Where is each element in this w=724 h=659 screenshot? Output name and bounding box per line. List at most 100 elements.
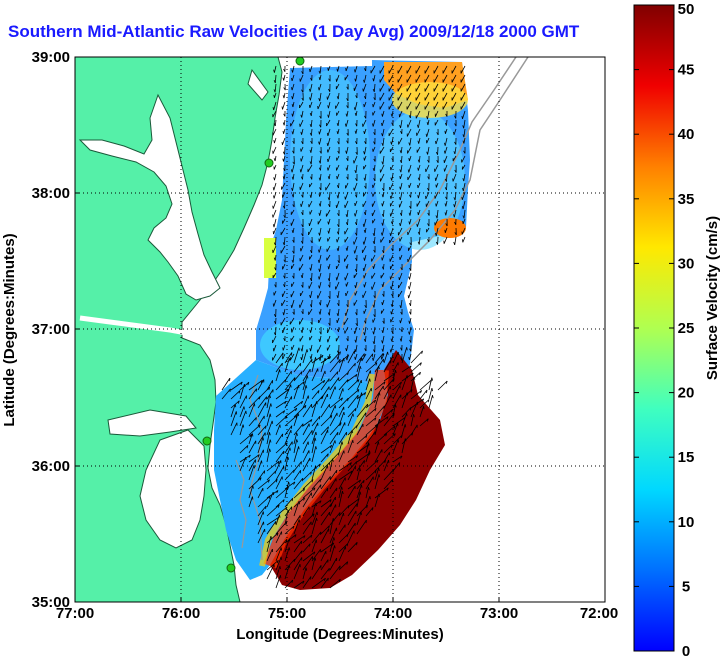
velocity-vector (406, 101, 412, 110)
velocity-vector-head (431, 388, 433, 392)
velocity-vector-head (390, 311, 392, 315)
velocity-vector (383, 263, 385, 270)
velocity-vector-head (297, 413, 300, 417)
velocity-vector (407, 227, 412, 236)
velocity-vector (257, 470, 266, 481)
velocity-vector-head (282, 158, 284, 162)
velocity-vector (284, 497, 294, 508)
velocity-vector-head (427, 159, 430, 163)
velocity-vector (329, 557, 338, 571)
velocity-vector-head (444, 142, 446, 146)
velocity-vector-head (257, 454, 260, 458)
velocity-vector (338, 462, 352, 472)
velocity-vector-head (395, 369, 397, 374)
velocity-vector-head (400, 130, 403, 134)
velocity-vector (302, 457, 311, 472)
velocity-vector (347, 363, 356, 373)
velocity-vector (347, 530, 355, 544)
velocity-vector-head (229, 388, 231, 392)
velocity-vector (397, 92, 403, 101)
velocity-vector-head (346, 86, 349, 90)
velocity-vector (409, 317, 412, 324)
velocity-vector-head (345, 214, 348, 218)
velocity-vector-head (353, 330, 356, 334)
velocity-vector-head (408, 157, 410, 162)
velocity-vector (275, 326, 277, 336)
velocity-vector (257, 449, 264, 463)
velocity-vector (320, 378, 330, 391)
velocity-vector-head (309, 543, 311, 547)
velocity-vector (320, 164, 322, 171)
velocity-vector-head (319, 500, 322, 504)
velocity-vector-head (427, 223, 430, 227)
velocity-vector (424, 74, 430, 83)
velocity-vector-head (273, 123, 276, 127)
velocity-vector-head (285, 415, 288, 420)
velocity-vector (452, 173, 457, 182)
velocity-vector (442, 83, 448, 92)
velocity-vector (329, 440, 336, 454)
velocity-vector (335, 281, 340, 290)
velocity-vector-head (391, 293, 394, 297)
velocity-vector (433, 83, 439, 92)
velocity-field-gulf-stream-edge (263, 369, 389, 569)
velocity-vector (327, 146, 331, 153)
velocity-vector-head (318, 311, 321, 315)
velocity-vector (302, 375, 308, 391)
velocity-vector-head (339, 359, 341, 363)
velocity-vector-head (400, 347, 403, 351)
velocity-vector (347, 394, 359, 409)
velocity-vector (382, 128, 385, 137)
velocity-vector-head (318, 87, 320, 91)
velocity-vector-head (327, 453, 329, 457)
velocity-vector-head (336, 239, 338, 243)
velocity-vector-head (355, 312, 358, 316)
velocity-vector-head (404, 438, 407, 442)
velocity-vector-head (312, 513, 315, 517)
velocity-vector-head (359, 468, 361, 472)
velocity-vector (319, 200, 322, 207)
velocity-vector (347, 466, 356, 481)
velocity-vector-head (462, 140, 465, 144)
velocity-vector-head (285, 539, 288, 543)
velocity-vector-head (240, 381, 243, 385)
velocity-vector (292, 227, 295, 233)
velocity-vector (365, 442, 369, 454)
velocity-vector (284, 425, 293, 436)
velocity-vector-head (292, 239, 295, 243)
velocity-vector-head (408, 212, 411, 216)
velocity-vector (356, 434, 368, 445)
velocity-vector (272, 200, 277, 209)
velocity-vector-head (462, 178, 465, 182)
velocity-vector (382, 326, 385, 333)
velocity-vector (392, 423, 399, 436)
velocity-vector (275, 547, 282, 562)
velocity-vector (273, 182, 277, 191)
velocity-vector-head (410, 389, 413, 393)
velocity-vector (389, 146, 394, 153)
velocity-vector (401, 155, 403, 163)
velocity-vector-head (373, 158, 376, 162)
velocity-vector (401, 424, 406, 436)
velocity-vector (310, 146, 313, 153)
velocity-vector (347, 503, 358, 517)
velocity-vector (364, 326, 367, 336)
velocity-vector (347, 522, 356, 535)
velocity-vector-head (407, 295, 409, 299)
velocity-vector-head (283, 284, 286, 288)
velocity-vector-head (334, 545, 336, 549)
velocity-vector-head (409, 194, 412, 198)
velocity-vector-head (327, 167, 329, 171)
velocity-vector-head (387, 351, 389, 355)
velocity-vector (355, 335, 358, 343)
velocity-vector (257, 479, 270, 490)
velocity-vector-head (363, 229, 366, 233)
velocity-vector-head (291, 131, 294, 135)
velocity-vector (433, 65, 439, 74)
velocity-vector (302, 506, 310, 517)
velocity-vector (248, 379, 263, 391)
velocity-vector (347, 461, 357, 472)
velocity-vector-head (301, 224, 304, 228)
velocity-vector-head (356, 542, 358, 546)
velocity-vector (257, 528, 266, 544)
